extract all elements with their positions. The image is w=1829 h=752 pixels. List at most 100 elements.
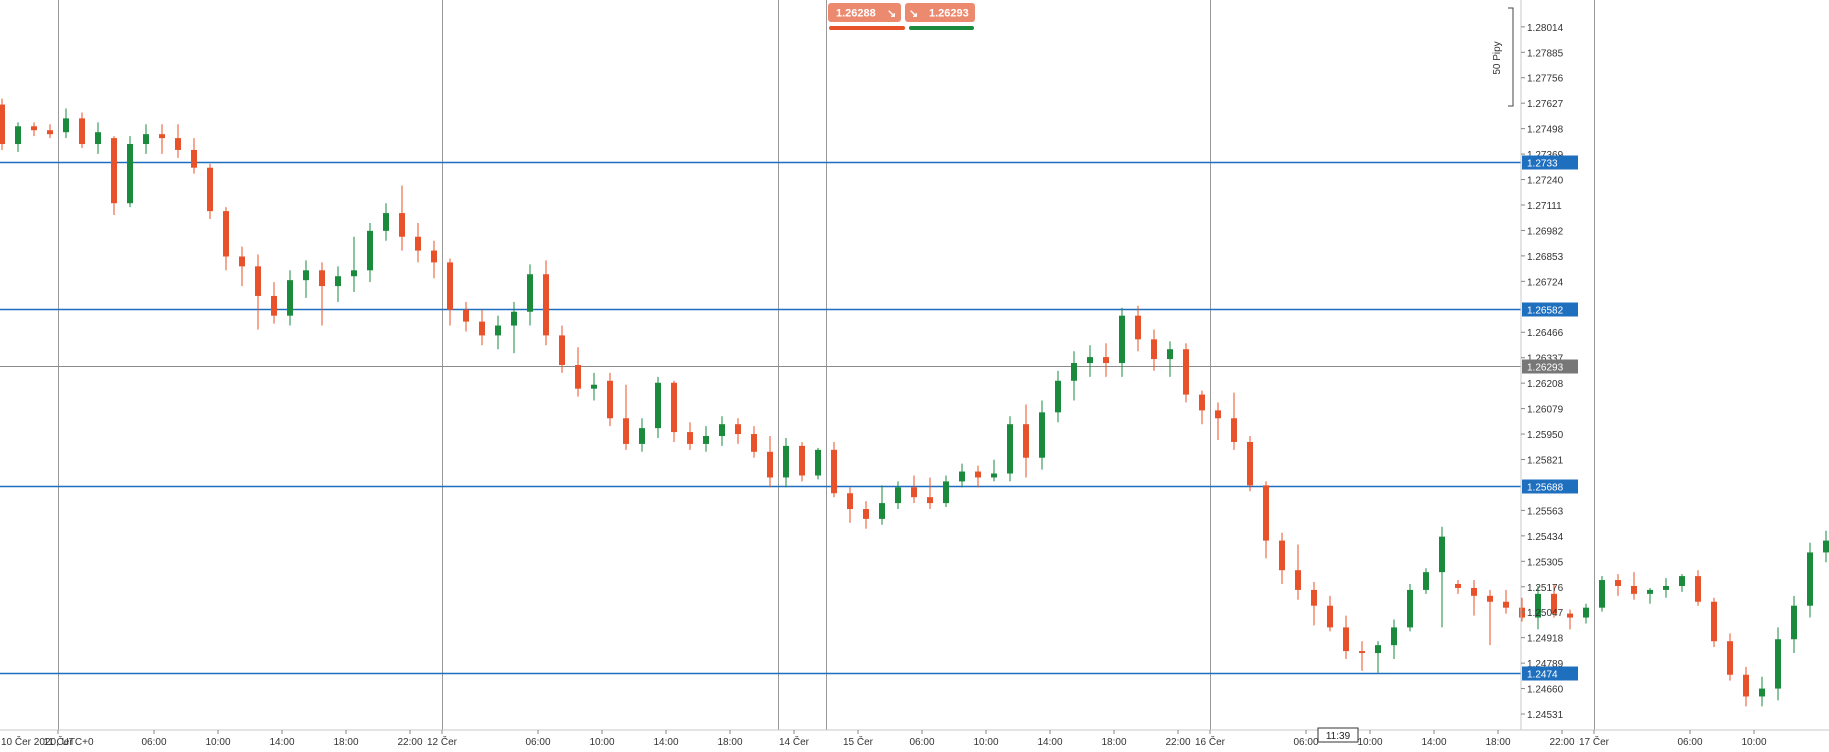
candle-body xyxy=(1135,315,1141,340)
candle xyxy=(1615,574,1621,596)
candle xyxy=(1039,400,1045,470)
candle xyxy=(975,465,981,488)
time-axis[interactable]: 10 Čer 2020, UTC+011 Čer 06:00 10:00 14:00 1… xyxy=(1,730,1767,748)
candle-body xyxy=(1439,536,1445,573)
time-tick-label: 18:00 xyxy=(1101,737,1126,748)
time-tick-label: 06:00 xyxy=(141,737,166,748)
candle-body xyxy=(1423,572,1429,590)
candle xyxy=(1791,595,1797,654)
candle xyxy=(783,438,789,488)
level-tag-label: 1.25688 xyxy=(1527,483,1564,494)
candle xyxy=(127,136,133,208)
buy-button[interactable]: ↘ 1.26293 xyxy=(905,3,975,30)
time-tick-label: 10:00 xyxy=(205,737,230,748)
price-tick-label: 1.26724 xyxy=(1527,277,1564,288)
candle-body xyxy=(975,471,981,478)
candle xyxy=(719,416,725,446)
time-tick-label: 14:00 xyxy=(653,737,678,748)
candle xyxy=(1183,343,1189,403)
time-tick-label: 12 Čer xyxy=(427,735,458,748)
candle-body xyxy=(239,256,245,267)
candle xyxy=(1695,570,1701,606)
price-tick-label: 1.27885 xyxy=(1527,48,1564,59)
candle xyxy=(1231,392,1237,450)
candle-body xyxy=(799,445,805,476)
candle xyxy=(1711,597,1717,648)
price-tick-label: 1.26079 xyxy=(1527,405,1564,416)
candle-body xyxy=(1119,315,1125,364)
candle-body xyxy=(575,365,581,389)
candle xyxy=(271,282,277,324)
candle-body xyxy=(1583,607,1589,618)
time-tick-label: 15 Čer xyxy=(843,735,874,748)
candle-body xyxy=(1631,585,1637,594)
price-axis[interactable]: 1.28014 1.27885 1.27756 1.27627 1.27498 1.273… xyxy=(1521,23,1564,721)
candle xyxy=(1743,666,1749,707)
candle xyxy=(1455,580,1461,594)
time-tick-label: 22:00 xyxy=(397,737,422,748)
price-tick-label: 1.26853 xyxy=(1527,252,1564,263)
candle-body xyxy=(191,149,197,168)
candle-body xyxy=(1055,380,1061,413)
candle xyxy=(463,301,469,332)
candle xyxy=(1647,587,1653,604)
price-tick-label: 1.27111 xyxy=(1527,201,1562,212)
candle-body xyxy=(367,230,373,271)
candle xyxy=(527,264,533,326)
time-tick-label: 10:00 xyxy=(1357,737,1382,748)
candle xyxy=(703,426,709,452)
candle xyxy=(815,447,821,480)
level-tag-box xyxy=(1522,666,1578,681)
candle-body xyxy=(543,274,549,336)
time-tick-label: 11 Čer xyxy=(43,735,73,748)
candle xyxy=(0,98,5,150)
candle-body xyxy=(1247,441,1253,486)
price-tick-label: 1.27240 xyxy=(1527,176,1564,187)
candle-body xyxy=(335,276,341,287)
candle-body xyxy=(1215,410,1221,419)
candle-body xyxy=(767,451,773,478)
candle xyxy=(1247,436,1253,492)
candle-body xyxy=(1647,589,1653,594)
time-tick-label: 17 Čer xyxy=(1579,735,1610,748)
candle-body xyxy=(927,497,933,504)
price-tick-label: 1.28014 xyxy=(1527,23,1564,34)
time-tick-label: 18:00 xyxy=(1485,737,1510,748)
candle xyxy=(111,136,117,216)
candle-body xyxy=(1695,576,1701,602)
candle xyxy=(95,122,101,154)
candle-body xyxy=(319,270,325,287)
candle-body xyxy=(63,118,69,133)
pip-scale-indicator: 50 Pipy xyxy=(1492,7,1514,107)
candle-body xyxy=(1679,576,1685,586)
candle xyxy=(1423,568,1429,594)
sell-bar xyxy=(829,26,905,30)
candle-body xyxy=(415,236,421,251)
candle xyxy=(223,207,229,271)
time-tick-label: 10:00 xyxy=(973,737,998,748)
candle xyxy=(383,203,389,241)
candle-body xyxy=(0,104,5,145)
time-tick-label: 10:00 xyxy=(1741,737,1766,748)
level-tags: 1.2733 1.26582 1.25688 1.2474 1.26293 xyxy=(1522,155,1578,681)
candle-body xyxy=(1375,645,1381,654)
candle xyxy=(1343,615,1349,659)
candle xyxy=(415,222,421,263)
price-tick-label: 1.26208 xyxy=(1527,379,1564,390)
candle-body xyxy=(959,471,965,482)
candle-body xyxy=(687,432,693,444)
candle xyxy=(1727,633,1733,681)
sell-button[interactable]: 1.26288 ↘ xyxy=(828,3,905,30)
candle xyxy=(1759,676,1765,707)
candle xyxy=(351,236,357,292)
candle-body xyxy=(1663,585,1669,590)
candle-body xyxy=(991,473,997,478)
candle-body xyxy=(623,418,629,444)
candle xyxy=(911,475,917,504)
time-tick-label: 16 Čer xyxy=(1195,735,1226,748)
level-tag-box xyxy=(1522,155,1578,170)
candle-body xyxy=(783,445,789,478)
price-tick-label: 1.27627 xyxy=(1527,99,1564,110)
candle xyxy=(1567,609,1573,630)
